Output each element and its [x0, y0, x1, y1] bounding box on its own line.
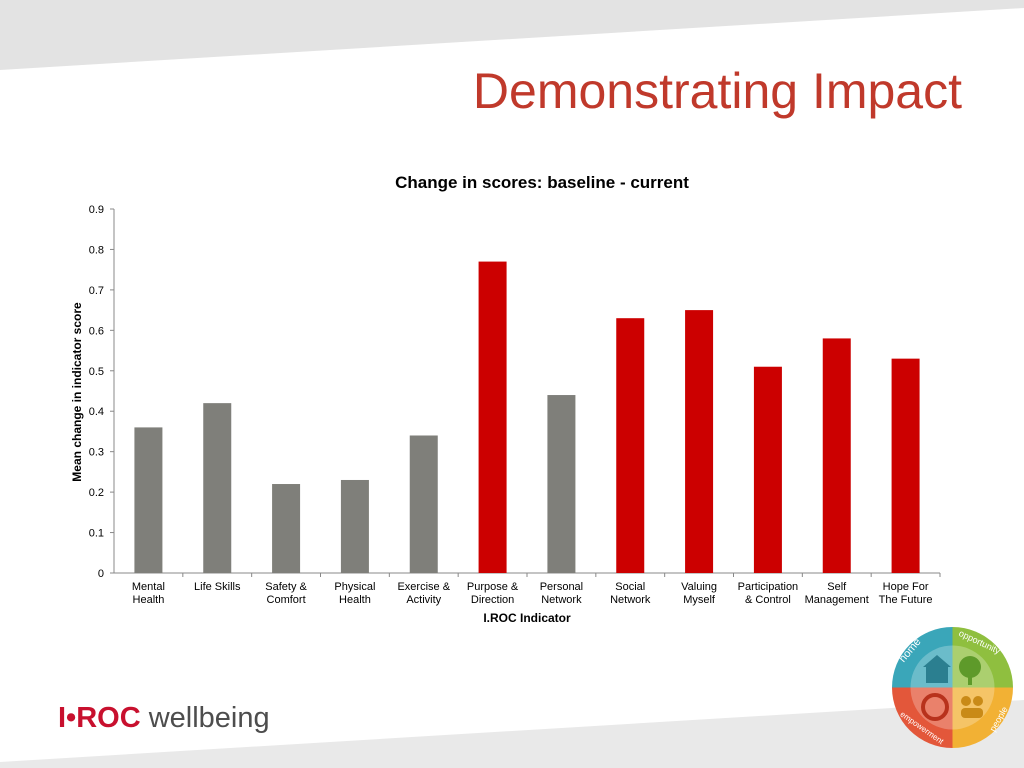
bar: [891, 358, 920, 573]
x-tick-label: Life Skills: [194, 581, 241, 593]
arrows-icon: [921, 693, 949, 721]
x-tick-label: Hope For The Future: [879, 581, 933, 606]
y-tick-label: 0.5: [89, 366, 104, 378]
x-tick-label: Physical Health: [334, 581, 375, 606]
bar: [203, 403, 232, 573]
tree-icon: [959, 656, 981, 678]
y-tick-label: 0.3: [89, 447, 104, 459]
y-tick-label: 0.9: [89, 204, 104, 216]
y-axis-label: Mean change in indicator score: [70, 302, 84, 482]
x-tick-label: Mental Health: [132, 581, 165, 606]
logo-brand: I•ROC: [58, 702, 141, 734]
x-tick-label: Valuing Myself: [681, 581, 717, 606]
x-tick-label: Exercise & Activity: [397, 581, 450, 606]
y-tick-label: 0.7: [89, 285, 104, 297]
y-tick-label: 0.6: [89, 325, 104, 337]
x-tick-label: Personal Network: [540, 581, 583, 606]
y-tick-label: 0.8: [89, 244, 104, 256]
x-tick-label: Safety & Comfort: [265, 581, 307, 606]
bar: [822, 338, 851, 573]
bar: [685, 310, 714, 573]
x-tick-label: Self Management: [805, 581, 869, 606]
chart-title: Change in scores: baseline - current: [395, 173, 689, 192]
bar: [272, 484, 301, 573]
y-tick-label: 0.2: [89, 487, 104, 499]
house-icon: [926, 665, 948, 683]
iroc-wellbeing-logo: I•ROC wellbeing: [58, 702, 270, 735]
y-tick-label: 0.4: [89, 406, 104, 418]
people-icon: [961, 696, 971, 706]
bar: [616, 318, 645, 573]
x-tick-label: Purpose & Direction: [467, 581, 519, 606]
slide-title: Demonstrating Impact: [472, 63, 962, 119]
x-tick-label: Social Network: [610, 581, 651, 606]
bar: [478, 261, 507, 573]
bar: [547, 395, 576, 573]
bar: [409, 435, 438, 573]
x-tick-label: Participation & Control: [738, 581, 799, 606]
bar: [753, 366, 782, 573]
bar: [134, 427, 163, 573]
y-tick-label: 0.1: [89, 528, 104, 540]
iroc-wheel-logo: home opportunity empowerment people: [892, 627, 1013, 748]
bar: [340, 479, 369, 573]
wheel-segment-empowerment: [892, 687, 953, 748]
y-tick-label: 0: [98, 568, 104, 580]
x-axis-label: I.ROC Indicator: [483, 611, 571, 625]
logo-product: wellbeing: [148, 702, 270, 734]
